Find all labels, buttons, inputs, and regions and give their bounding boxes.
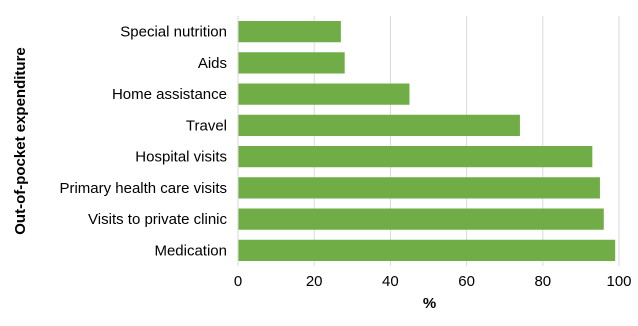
x-tick-label: 80 <box>534 273 551 290</box>
x-tick-label: 40 <box>382 273 399 290</box>
category-label: Aids <box>198 55 227 72</box>
category-labels: Special nutrition Aids Home assistance Trav… <box>59 24 227 260</box>
category-label: Special nutrition <box>120 24 227 41</box>
x-tick-label: 20 <box>306 273 323 290</box>
category-label: Medication <box>154 242 227 259</box>
bar <box>238 177 600 199</box>
bar <box>238 83 410 105</box>
x-axis-title: % <box>423 295 436 312</box>
category-label: Visits to private clinic <box>88 211 227 228</box>
bar <box>238 239 616 261</box>
bar <box>238 208 604 230</box>
category-label: Hospital visits <box>135 149 227 166</box>
bar <box>238 21 341 43</box>
bar <box>238 146 593 168</box>
bars <box>238 21 616 261</box>
x-tick-labels: 0 20 40 60 80 100 <box>234 273 632 290</box>
y-axis-title: Out-of-pocket expenditure <box>12 47 29 235</box>
category-label: Travel <box>186 117 227 134</box>
x-tick-label: 0 <box>234 273 242 290</box>
x-tick-label: 60 <box>458 273 475 290</box>
category-label: Primary health care visits <box>59 180 227 197</box>
category-label: Home assistance <box>112 86 227 103</box>
bar <box>238 114 520 136</box>
x-tick-label: 100 <box>606 273 631 290</box>
bar <box>238 52 345 74</box>
